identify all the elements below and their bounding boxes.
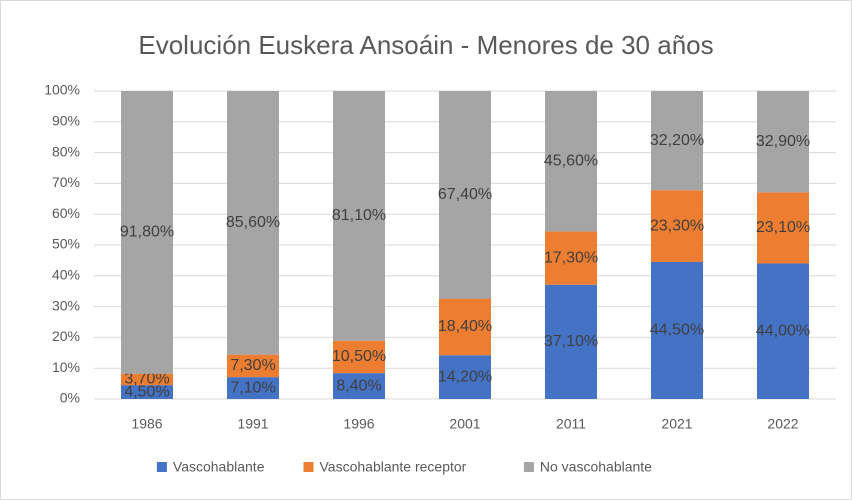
- y-tick-label: 0%: [60, 390, 80, 406]
- bar-segment: [121, 373, 173, 386]
- bar-segment: [439, 298, 491, 356]
- data-label: 85,60%: [226, 214, 280, 231]
- bar-segment: [545, 231, 597, 285]
- y-tick-label: 60%: [52, 205, 80, 221]
- data-label: 91,80%: [120, 224, 174, 241]
- data-label: 32,20%: [650, 132, 704, 149]
- data-label: 45,60%: [544, 152, 598, 169]
- data-label: 7,30%: [230, 357, 275, 374]
- y-tick-label: 40%: [52, 267, 80, 283]
- legend-label: Vascohablante receptor: [320, 459, 467, 475]
- data-label: 17,30%: [544, 249, 598, 266]
- y-tick-label: 20%: [52, 328, 80, 344]
- y-tick-label: 100%: [44, 82, 80, 98]
- data-label: 8,40%: [336, 377, 381, 394]
- x-tick-label: 2001: [449, 416, 480, 432]
- x-tick-label: 1991: [237, 416, 268, 432]
- data-label: 4,50%: [124, 383, 169, 400]
- bar-segment: [333, 340, 385, 374]
- x-tick-label: 1996: [343, 416, 374, 432]
- legend-swatch: [523, 462, 534, 472]
- data-label: 44,50%: [650, 322, 704, 339]
- data-label: 23,30%: [650, 217, 704, 234]
- data-label: 18,40%: [438, 318, 492, 335]
- data-label: 3,70%: [124, 371, 169, 388]
- data-label: 10,50%: [332, 348, 386, 365]
- bar-segment: [439, 355, 491, 399]
- y-tick-label: 30%: [52, 297, 80, 313]
- data-label: 81,10%: [332, 207, 386, 224]
- bar-segment: [227, 377, 279, 399]
- y-tick-label: 10%: [52, 359, 80, 375]
- data-label: 14,20%: [438, 368, 492, 385]
- bar-segment: [757, 263, 809, 399]
- chart-title: Evolución Euskera Ansoáin - Menores de 3…: [138, 30, 713, 60]
- data-label: 67,40%: [438, 186, 492, 203]
- bar-segment: [227, 354, 279, 378]
- legend-swatch: [303, 462, 314, 472]
- legend-label: Vascohablante: [173, 459, 265, 475]
- y-tick-label: 90%: [52, 113, 80, 129]
- bar-segment: [121, 91, 173, 374]
- legend-label: No vascohablante: [540, 459, 652, 475]
- legend-swatch: [156, 462, 167, 472]
- x-tick-label: 2022: [767, 416, 798, 432]
- data-label: 7,10%: [230, 379, 275, 396]
- bar-segment: [651, 91, 703, 191]
- bar-segment: [333, 373, 385, 399]
- x-tick-label: 1986: [131, 416, 162, 432]
- y-tick-label: 80%: [52, 143, 80, 159]
- bar-segment: [439, 91, 491, 299]
- y-tick-label: 70%: [52, 174, 80, 190]
- bar-segment: [227, 91, 279, 355]
- y-tick-label: 50%: [52, 236, 80, 252]
- data-label: 37,10%: [544, 333, 598, 350]
- data-label: 44,00%: [756, 322, 810, 339]
- x-tick-label: 2011: [556, 416, 586, 432]
- bar-segment: [333, 91, 385, 341]
- bar-segment: [651, 261, 703, 399]
- bar-segment: [757, 192, 809, 264]
- x-tick-label: 2021: [661, 416, 692, 432]
- bar-segment: [651, 190, 703, 262]
- data-label: 32,90%: [756, 133, 810, 150]
- data-label: 23,10%: [756, 219, 810, 236]
- bar-segment: [757, 91, 809, 193]
- bar-segment: [545, 284, 597, 399]
- bar-segment: [121, 385, 173, 399]
- bar-segment: [545, 91, 597, 232]
